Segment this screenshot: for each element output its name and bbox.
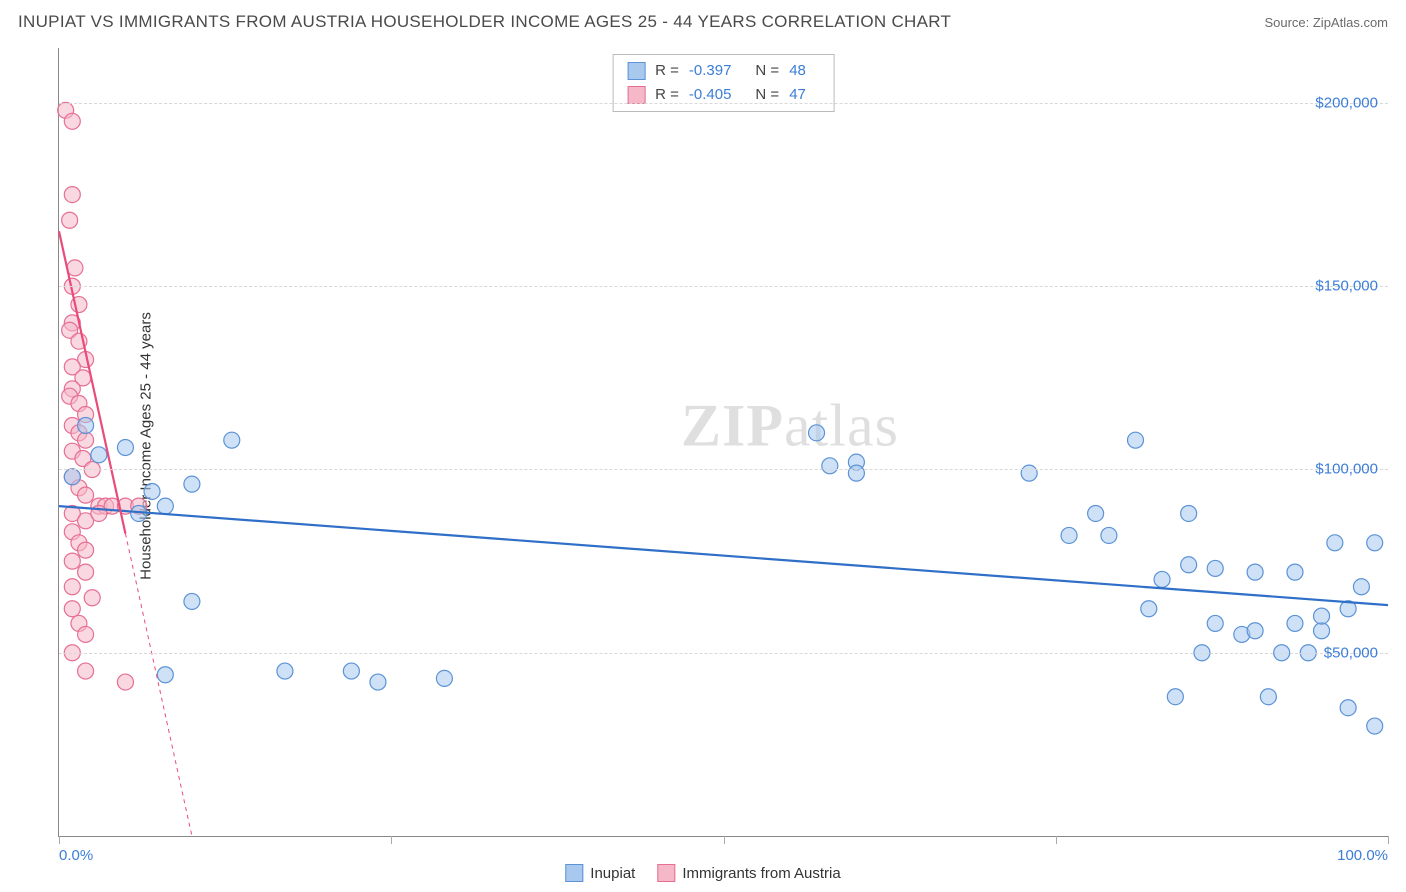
data-point bbox=[117, 439, 133, 455]
data-point bbox=[78, 432, 94, 448]
data-point bbox=[848, 465, 864, 481]
legend-label-2: Immigrants from Austria bbox=[682, 865, 840, 882]
data-point bbox=[1021, 465, 1037, 481]
gridline bbox=[59, 286, 1388, 287]
y-tick-label: $100,000 bbox=[1315, 461, 1378, 478]
y-tick-label: $200,000 bbox=[1315, 94, 1378, 111]
data-point bbox=[1247, 564, 1263, 580]
y-tick-label: $50,000 bbox=[1324, 644, 1378, 661]
data-point bbox=[1154, 571, 1170, 587]
scatter-svg bbox=[59, 48, 1388, 836]
data-point bbox=[1353, 579, 1369, 595]
data-point bbox=[277, 663, 293, 679]
data-point bbox=[1141, 601, 1157, 617]
data-point bbox=[64, 553, 80, 569]
chart-header: INUPIAT VS IMMIGRANTS FROM AUSTRIA HOUSE… bbox=[0, 0, 1406, 40]
data-point bbox=[1088, 505, 1104, 521]
data-point bbox=[1367, 535, 1383, 551]
data-point bbox=[64, 469, 80, 485]
data-point bbox=[1314, 608, 1330, 624]
data-point bbox=[809, 425, 825, 441]
x-tick bbox=[391, 836, 392, 844]
stats-row-series1: R = -0.397 N = 48 bbox=[627, 59, 820, 83]
data-point bbox=[64, 187, 80, 203]
legend-label-1: Inupiat bbox=[590, 865, 635, 882]
data-point bbox=[1167, 689, 1183, 705]
legend-swatch-2 bbox=[657, 864, 675, 882]
data-point bbox=[1127, 432, 1143, 448]
data-point bbox=[78, 418, 94, 434]
legend: Inupiat Immigrants from Austria bbox=[565, 864, 840, 882]
data-point bbox=[64, 579, 80, 595]
data-point bbox=[1287, 564, 1303, 580]
data-point bbox=[62, 212, 78, 228]
data-point bbox=[157, 498, 173, 514]
data-point bbox=[78, 626, 94, 642]
data-point bbox=[157, 667, 173, 683]
legend-item-series2: Immigrants from Austria bbox=[657, 864, 840, 882]
chart-title: INUPIAT VS IMMIGRANTS FROM AUSTRIA HOUSE… bbox=[18, 12, 951, 32]
legend-item-series1: Inupiat bbox=[565, 864, 635, 882]
data-point bbox=[1181, 557, 1197, 573]
x-tick bbox=[1056, 836, 1057, 844]
data-point bbox=[78, 542, 94, 558]
data-point bbox=[1061, 527, 1077, 543]
data-point bbox=[78, 487, 94, 503]
gridline bbox=[59, 469, 1388, 470]
data-point bbox=[117, 674, 133, 690]
gridline bbox=[59, 103, 1388, 104]
x-tick bbox=[1388, 836, 1389, 844]
swatch-series1 bbox=[627, 62, 645, 80]
data-point bbox=[1207, 615, 1223, 631]
data-point bbox=[224, 432, 240, 448]
x-tick bbox=[59, 836, 60, 844]
data-point bbox=[1287, 615, 1303, 631]
data-point bbox=[436, 670, 452, 686]
data-point bbox=[184, 593, 200, 609]
data-point bbox=[1101, 527, 1117, 543]
data-point bbox=[1207, 560, 1223, 576]
chart-plot-area: ZIPatlas R = -0.397 N = 48 R = -0.405 N … bbox=[58, 48, 1388, 837]
data-point bbox=[1314, 623, 1330, 639]
data-point bbox=[1181, 505, 1197, 521]
data-point bbox=[64, 113, 80, 129]
gridline bbox=[59, 653, 1388, 654]
data-point bbox=[64, 601, 80, 617]
legend-swatch-1 bbox=[565, 864, 583, 882]
data-point bbox=[1260, 689, 1276, 705]
data-point bbox=[1247, 623, 1263, 639]
source-attribution: Source: ZipAtlas.com bbox=[1264, 15, 1388, 30]
data-point bbox=[822, 458, 838, 474]
data-point bbox=[1367, 718, 1383, 734]
data-point bbox=[343, 663, 359, 679]
data-point bbox=[78, 564, 94, 580]
y-tick-label: $150,000 bbox=[1315, 278, 1378, 295]
swatch-series2 bbox=[627, 86, 645, 104]
data-point bbox=[91, 447, 107, 463]
data-point bbox=[184, 476, 200, 492]
data-point bbox=[144, 483, 160, 499]
data-point bbox=[84, 590, 100, 606]
data-point bbox=[78, 663, 94, 679]
x-tick bbox=[724, 836, 725, 844]
data-point bbox=[1340, 700, 1356, 716]
x-tick-label: 0.0% bbox=[59, 847, 93, 864]
x-tick-label: 100.0% bbox=[1337, 847, 1388, 864]
data-point bbox=[370, 674, 386, 690]
trend-line-dashed bbox=[125, 534, 191, 836]
data-point bbox=[1327, 535, 1343, 551]
